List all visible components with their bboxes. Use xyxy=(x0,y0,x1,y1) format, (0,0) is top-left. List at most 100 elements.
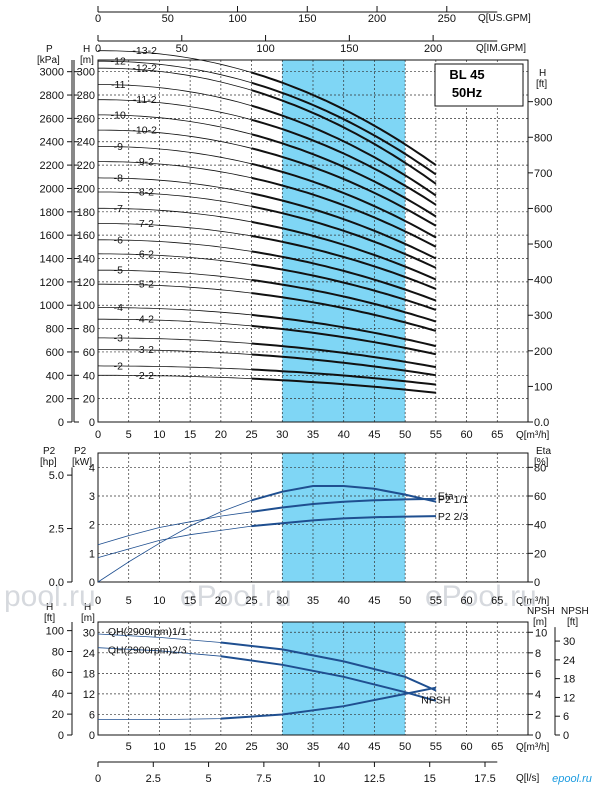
bm-tick-label: 18 xyxy=(83,668,95,680)
hq-curve-bold-5 xyxy=(251,313,437,348)
hq-curve-bold-18 xyxy=(251,118,437,206)
q-tick-label-mid: 55 xyxy=(430,595,442,607)
npm-tick-label: 4 xyxy=(535,689,541,701)
kpa-tick-label: 3000 xyxy=(40,67,64,79)
q-tick-label-bottom: 40 xyxy=(338,741,350,753)
eta-axis-unit: [%] xyxy=(534,457,549,468)
npsh-ft-axis-title: NPSH xyxy=(561,606,589,617)
bft-tick-label: 0 xyxy=(58,730,64,742)
kpa-tick-label: 2000 xyxy=(40,183,64,195)
hq-curve-label: -2-2 xyxy=(135,370,154,382)
q-tick-label-mid: 30 xyxy=(276,595,288,607)
ls-tick-label: 0 xyxy=(95,773,101,785)
hft-tick-label: 300 xyxy=(534,310,552,322)
eta-tick-label: 0 xyxy=(534,577,540,589)
bm-tick-label: 30 xyxy=(83,627,95,639)
q-tick-label-top: 0 xyxy=(95,429,101,441)
hq-curve-bold-21 xyxy=(251,81,437,176)
hq-curve-thin-22 xyxy=(98,50,252,73)
hq-curve-bold-14 xyxy=(251,176,437,248)
hq-curve-label: -7-2 xyxy=(135,218,154,230)
hft-tick-label: 200 xyxy=(534,346,552,358)
q-tick-label-top: 10 xyxy=(153,429,165,441)
kpa-tick-label: 2800 xyxy=(40,90,64,102)
hq-curve-thin-18 xyxy=(98,99,252,121)
hq-curve-label: -10 xyxy=(111,109,126,121)
npft-tick-label: 0 xyxy=(563,730,569,742)
hm-tick-label: 60 xyxy=(83,347,95,359)
hq-curve-label: -5-2 xyxy=(135,279,154,291)
im-gpm-tick-label: 0 xyxy=(95,43,101,55)
hq-curve-bold-6 xyxy=(251,292,437,332)
hq-curve-label: -9-2 xyxy=(135,156,154,168)
p2-kw-axis-title: P2 xyxy=(74,446,87,457)
q-tick-label-bottom: 50 xyxy=(399,741,411,753)
bft-tick-label: 100 xyxy=(46,626,64,638)
kpa-tick-label: 1400 xyxy=(40,254,64,266)
npft-tick-label: 12 xyxy=(563,692,575,704)
hq-curve-label: -12 xyxy=(111,56,126,68)
hm-tick-label: 140 xyxy=(77,254,95,266)
npft-tick-label: 30 xyxy=(563,636,575,648)
model-name: BL 45 xyxy=(449,67,484,82)
grid-layer xyxy=(67,6,560,767)
hq-curve-thin-5 xyxy=(98,307,252,316)
hq-curve-label: -10-2 xyxy=(132,125,157,137)
hq-curve-thin-12 xyxy=(98,191,252,207)
hq-curve-label: -4-2 xyxy=(135,314,154,326)
us-gpm-tick-label: 150 xyxy=(298,13,316,25)
h-ft-bottom-axis-unit: [ft] xyxy=(44,613,55,624)
q-tick-label-bottom: 60 xyxy=(460,741,472,753)
hq-curve-bold-9 xyxy=(251,250,437,302)
hq-curve-bold-16 xyxy=(251,147,437,227)
q-tick-label-top: 15 xyxy=(184,429,196,441)
hft-tick-label: 400 xyxy=(534,275,552,287)
qh-curve-label: QH(2900rpm)1/1 xyxy=(108,626,187,638)
hq-curve-bold-22 xyxy=(251,71,437,166)
q-tick-label-mid: 5 xyxy=(126,595,132,607)
q-tick-label-mid: 0 xyxy=(95,595,101,607)
q-tick-label-bottom: 55 xyxy=(430,741,442,753)
hq-curve-bold-13 xyxy=(251,192,437,260)
bft-tick-label: 60 xyxy=(52,667,64,679)
hq-curve-thin-17 xyxy=(98,114,252,135)
q-tick-label-mid: 25 xyxy=(245,595,257,607)
hq-curve-thin-11 xyxy=(98,207,252,223)
h-m-axis-unit: [m] xyxy=(80,55,94,66)
kw-tick-label: 3 xyxy=(89,491,95,503)
npm-tick-label: 2 xyxy=(535,709,541,721)
q-axis-label-top: Q[m³/h] xyxy=(516,430,550,441)
hft-tick-label: 900 xyxy=(534,97,552,109)
panel-frame-top xyxy=(97,59,529,423)
hm-tick-label: 120 xyxy=(77,277,95,289)
p2-hp-axis-title: P2 xyxy=(43,446,56,457)
power-curve-bold-0 xyxy=(251,485,437,503)
ls-tick-label: 7.5 xyxy=(256,773,271,785)
kpa-tick-label: 0 xyxy=(58,417,64,429)
p-kpa-axis-unit: [kPa] xyxy=(37,55,60,66)
kpa-tick-label: 400 xyxy=(46,370,64,382)
eta-axis-title: Eta xyxy=(536,446,551,457)
hq-curve-thin-6 xyxy=(98,283,252,294)
hq-curve-bold-8 xyxy=(251,263,437,311)
panel-frame-middle xyxy=(97,452,529,583)
hm-tick-label: 280 xyxy=(77,90,95,102)
kw-tick-label: 1 xyxy=(89,548,95,560)
hq-curve-label: -11-2 xyxy=(133,94,157,106)
hq-curve-thin-10 xyxy=(98,223,252,237)
qh-curve-label: QH(2900rpm)2/3 xyxy=(108,645,187,657)
hq-curve-thin-21 xyxy=(98,60,252,84)
q-tick-label-mid: 60 xyxy=(460,595,472,607)
ls-tick-label: 17.5 xyxy=(474,773,495,785)
hm-tick-label: 200 xyxy=(77,183,95,195)
kpa-tick-label: 2200 xyxy=(40,160,64,172)
npm-tick-label: 10 xyxy=(535,627,547,639)
corner-logo-text: epool.ru xyxy=(552,773,592,785)
eta-tick-label: 20 xyxy=(534,548,546,560)
text-layer: Q[US.GPM] Q[IM.GPM] Q[m³/h] Q[m³/h] Q[m³… xyxy=(4,13,592,785)
q-tick-label-mid: 10 xyxy=(153,595,165,607)
q-tick-label-mid: 50 xyxy=(399,595,411,607)
hq-curve-thin-8 xyxy=(97,253,252,265)
bm-tick-label: 24 xyxy=(83,648,95,660)
